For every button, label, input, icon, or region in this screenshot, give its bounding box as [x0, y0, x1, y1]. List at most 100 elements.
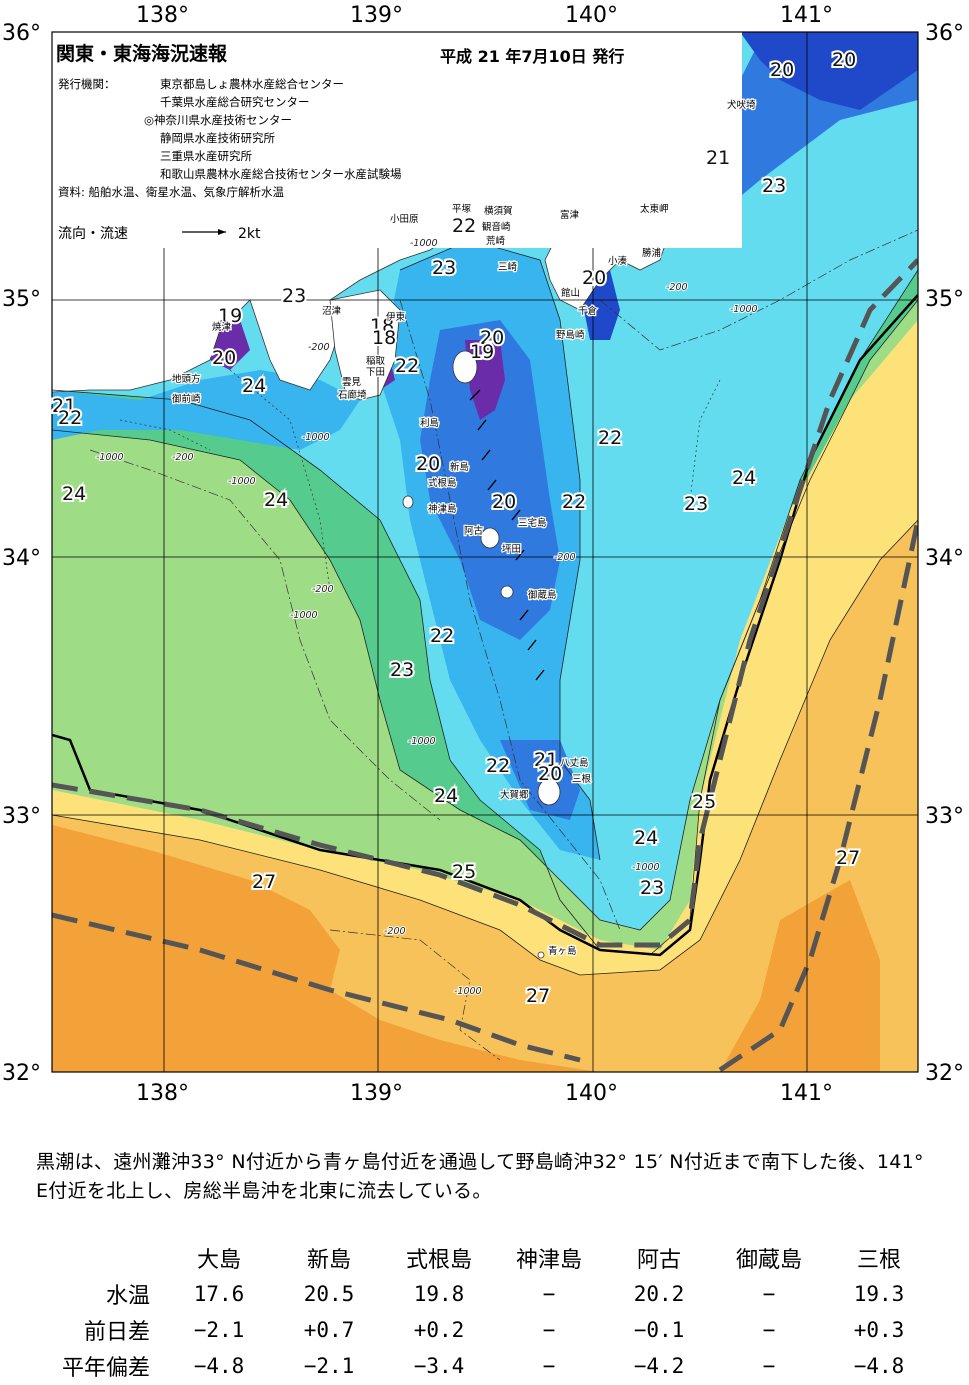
isotherm-label: 24 [242, 375, 266, 397]
table-cell: −3.4 [413, 1354, 465, 1378]
current-legend-label: 流向・流速 [58, 226, 128, 242]
kuroshio-south-limit-west [52, 912, 581, 1063]
agency-2: 千葉県水産総合研究センター [160, 95, 310, 109]
current-legend-unit: 2kt [238, 226, 261, 242]
depth-label: -200 [554, 552, 576, 563]
place-label: 勝浦 [642, 247, 662, 259]
station-header: 新島 [306, 1248, 351, 1273]
agencies-label: 発行機関： [58, 77, 116, 91]
place-label: 観音崎 [482, 221, 511, 233]
lat-label: 32° [2, 1061, 41, 1086]
row-label: 水温 [105, 1284, 150, 1309]
zone-21-west [52, 370, 360, 450]
table-cell: −4.8 [193, 1354, 245, 1378]
kuroshio-description: 黒潮は、遠州灘沖33° N付近から青ヶ島付近を通過して野島崎沖32° 15′ N… [36, 1151, 924, 1202]
kuroshio-south-limit-east [718, 519, 918, 1072]
isotherm-label: 23 [432, 257, 456, 279]
isotherm-label: 20 [538, 763, 562, 785]
place-label: 御蔵島 [528, 589, 557, 601]
island-aogashima [537, 951, 545, 959]
table-cell: −2.1 [193, 1318, 245, 1342]
data-sources: 資料: 船舶水温、衛星水温、気象庁解析水温 [58, 185, 285, 199]
isotherm-label: 22 [430, 625, 454, 647]
row-label: 前日差 [83, 1320, 150, 1345]
table-cell: − [762, 1282, 776, 1306]
island-kozushima [402, 495, 414, 509]
isotherm-label: 23 [282, 285, 306, 307]
table-row: 前日差 −2.1 +0.7 +0.2 − −0.1 − +0.3 [30, 1312, 934, 1348]
lat-label: 33° [925, 804, 964, 829]
station-header: 神津島 [515, 1248, 582, 1273]
isotherm-label: 22 [58, 407, 82, 429]
agency-1: 東京都島しょ農林水産総合センター [160, 77, 344, 91]
current-legend-arrowhead [218, 229, 226, 235]
lon-label: 139° [350, 1081, 403, 1106]
isotherm-label: 23 [762, 175, 786, 197]
agency-4: 静岡県水産技術研究所 [160, 131, 275, 145]
station-header: 阿古 [636, 1248, 681, 1273]
isotherm-label: 19 [218, 305, 242, 327]
depth-label: -1000 [408, 736, 436, 747]
zone-27-east [720, 880, 880, 1072]
place-label: 稲取 [366, 355, 386, 367]
place-label: 荒崎 [486, 235, 506, 247]
zone-20-center [420, 320, 560, 640]
island-miyakejima [480, 527, 500, 549]
isotherm-label: 25 [452, 861, 476, 883]
place-label: 青ヶ島 [548, 945, 577, 957]
station-header: 式根島 [405, 1248, 472, 1273]
depth-label: -200 [666, 282, 688, 293]
place-label: 八丈島 [560, 757, 589, 769]
table-cell: − [762, 1318, 776, 1342]
place-label: 阿古 [464, 525, 484, 537]
isotherm-label: 20 [492, 491, 516, 513]
place-label: 神津島 [428, 503, 457, 515]
isotherm-label: 23 [390, 659, 414, 681]
isotherm-label: 22 [486, 755, 510, 777]
isotherm-label: 23 [640, 877, 664, 899]
place-label: 沼津 [322, 306, 342, 317]
place-label: 式根島 [428, 477, 457, 489]
place-label: 三崎 [498, 261, 518, 273]
depth-label: -1000 [302, 432, 330, 443]
isotherm-label: 21 [706, 147, 730, 169]
isotherm-label: 18 [372, 327, 396, 349]
isotherm-label: 24 [264, 489, 288, 511]
isotherm-label: 24 [634, 827, 658, 849]
place-label: 坪田 [502, 543, 521, 555]
isotherm-label: 22 [598, 427, 622, 449]
table-header-row: 大島 新島 式根島 神津島 阿古 御蔵島 三根 [30, 1240, 934, 1276]
place-label: 千倉 [578, 305, 598, 317]
table-cell: − [542, 1282, 556, 1306]
depth-contours [89, 229, 918, 1061]
zone-18-yaizu [210, 320, 250, 370]
table-cell: 20.5 [303, 1282, 355, 1306]
isotherm-label: 23 [684, 493, 708, 515]
table-cell: +0.7 [303, 1318, 355, 1342]
table-row: 平年偏差 −4.8 −2.1 −3.4 − −4.2 − −4.8 [30, 1348, 934, 1384]
place-label: 平塚 [452, 204, 472, 215]
island-hachijojima [537, 778, 561, 806]
lat-label: 36° [2, 21, 41, 46]
current-arrows [469, 389, 545, 681]
table-cell: 19.3 [853, 1282, 905, 1306]
lat-label: 34° [2, 546, 41, 571]
place-label: 石廊埼 [338, 389, 367, 401]
lat-label: 36° [925, 21, 964, 46]
place-label: 野島崎 [556, 329, 585, 341]
table-cell: −2.1 [303, 1354, 355, 1378]
lat-label: 35° [925, 287, 964, 312]
table-cell: −4.8 [853, 1354, 905, 1378]
table-cell: − [762, 1354, 776, 1378]
isotherm-label: 27 [252, 871, 276, 893]
lon-label: 141° [780, 1081, 833, 1106]
place-label: 焼津 [212, 321, 232, 333]
place-label: 下田 [366, 367, 385, 378]
lon-label: 138° [136, 1081, 189, 1106]
place-label: 三宅島 [518, 517, 547, 529]
isotherm-label: 20 [770, 59, 794, 81]
depth-label: -1000 [410, 238, 438, 249]
lat-labels-right: 36° 35° 34° 33° 32° [925, 21, 964, 1086]
depth-label: -1000 [96, 452, 124, 463]
island-oshima [452, 350, 478, 384]
